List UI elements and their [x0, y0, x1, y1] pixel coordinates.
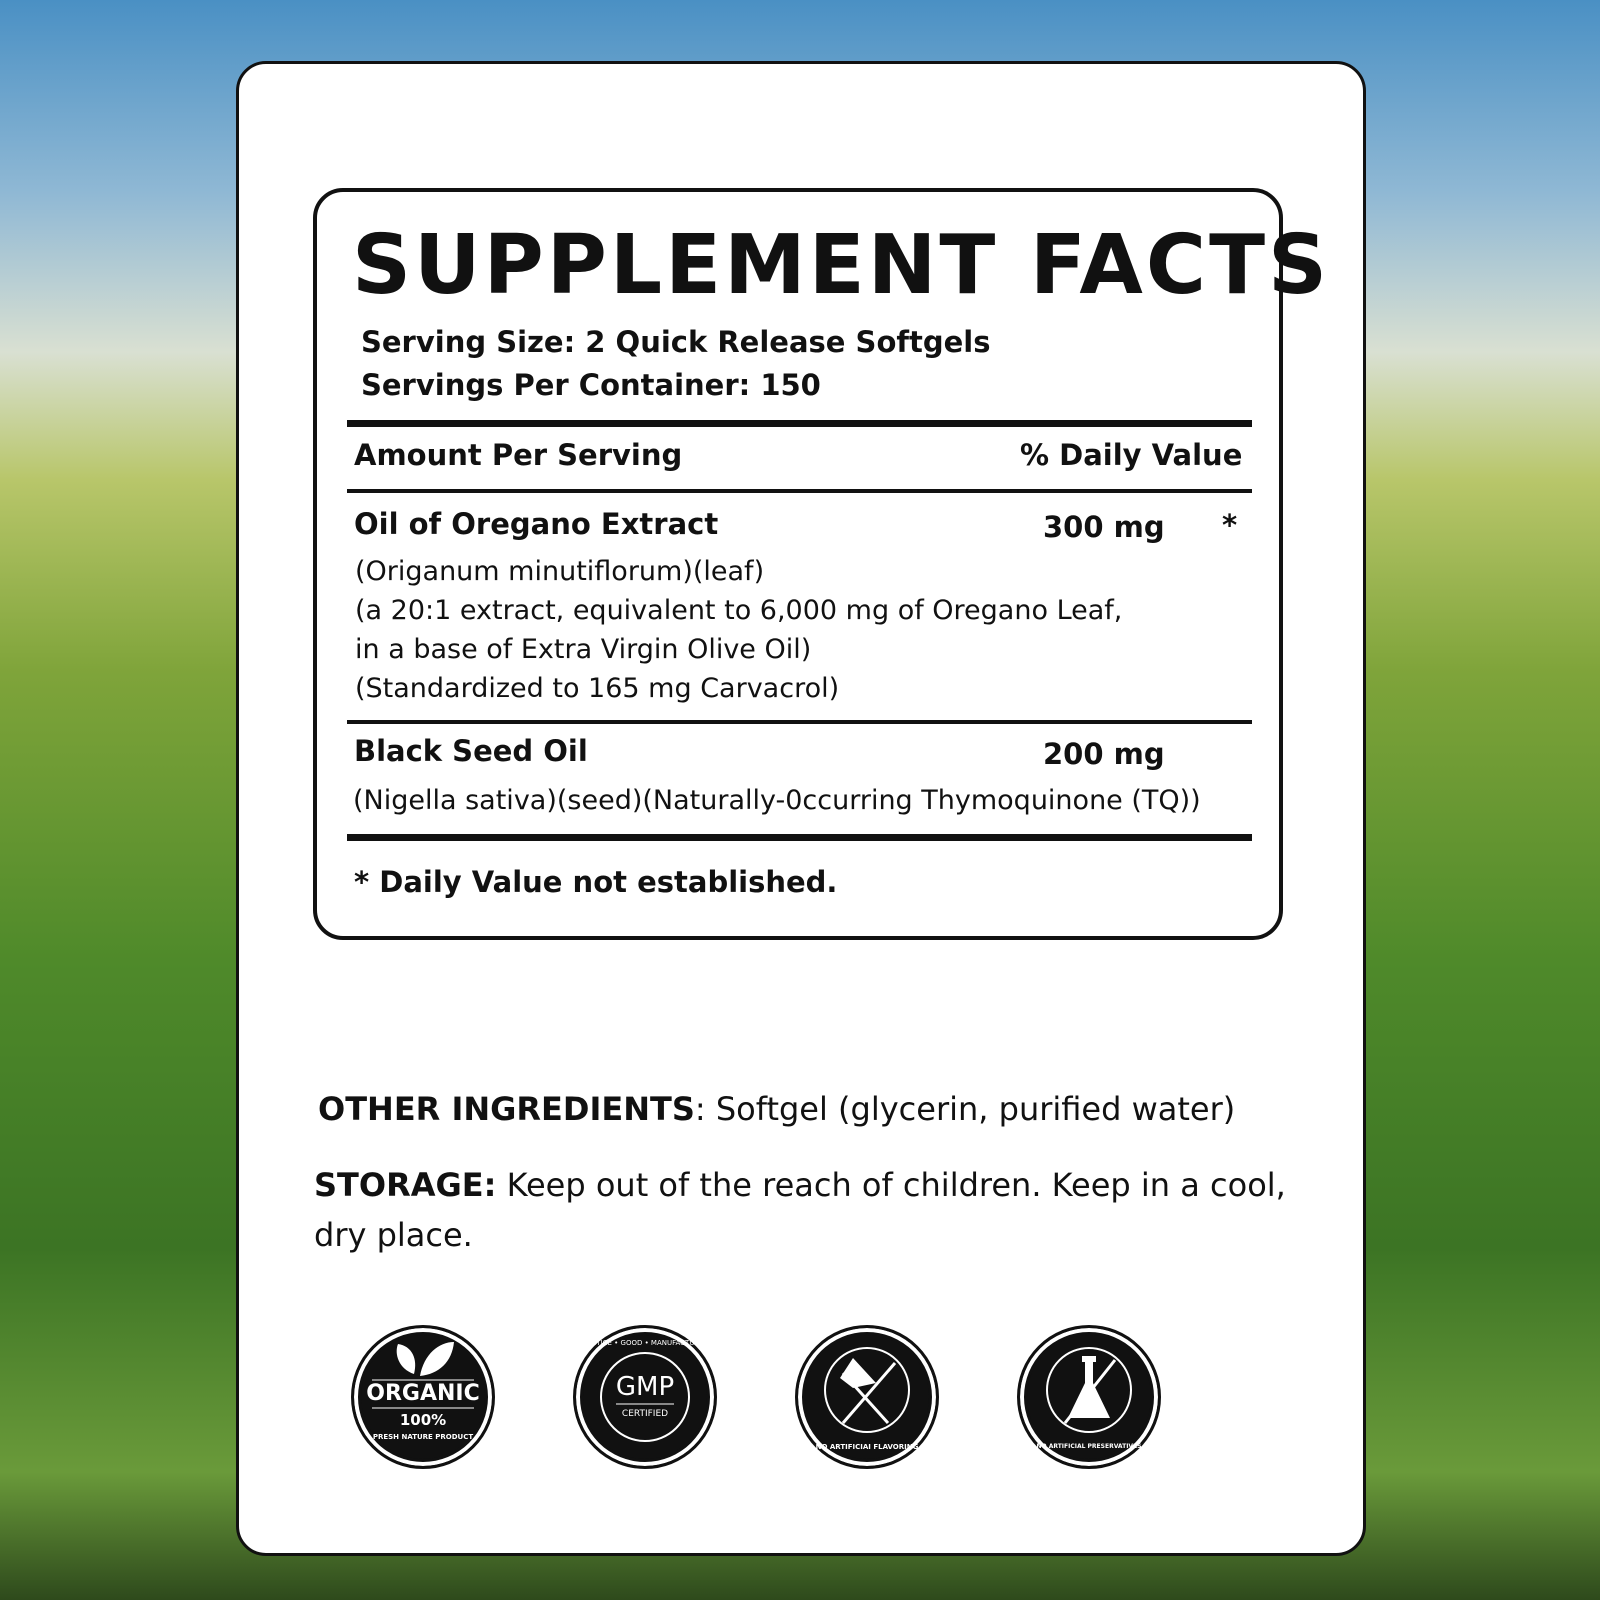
- ingredient-name: Black Seed Oil: [354, 734, 588, 768]
- footnote: * Daily Value not established.: [354, 865, 838, 899]
- ingredient-detail: (Origanum minutiflorum)(leaf): [355, 556, 765, 587]
- ingredient-detail: (Nigella sativa)(seed)(Naturally-0ccurri…: [353, 785, 1201, 816]
- ingredient-amount: 300 mg: [1043, 510, 1165, 544]
- divider-thick: [347, 834, 1252, 841]
- divider-thick: [347, 420, 1252, 427]
- badge-sub: CERTIFIED: [621, 1409, 669, 1419]
- gmp-icon: [600, 1352, 690, 1442]
- supplement-facts-panel: [313, 188, 1283, 940]
- badge-sub: 100%: [399, 1411, 447, 1429]
- divider: [347, 489, 1252, 493]
- badge-ring-text: NO ARTIFICIAL PRESERVATIVES: [1036, 1443, 1142, 1450]
- facts-title: SUPPLEMENT FACTS: [352, 218, 1331, 313]
- label-card: [236, 61, 1366, 1556]
- other-ingredients: OTHER INGREDIENTS: Softgel (glycerin, pu…: [318, 1090, 1235, 1128]
- ingredient-detail: (a 20:1 extract, equivalent to 6,000 mg …: [355, 595, 1123, 626]
- ingredient-amount: 200 mg: [1043, 737, 1165, 771]
- storage: STORAGE: Keep out of the reach of childr…: [314, 1166, 1286, 1204]
- no-flavoring-icon: [824, 1347, 910, 1433]
- ingredient-dv: *: [1222, 508, 1238, 542]
- organic-badge: ORGANIC 100% PRESH NATURE PRODUCT: [351, 1325, 495, 1469]
- dv-header: % Daily Value: [1020, 438, 1243, 472]
- badge-ring-text: NO ARTIFICIAI FLAVORING: [815, 1443, 919, 1451]
- badge-ring-text: PRESH NATURE PRODUCT: [372, 1433, 474, 1441]
- other-label: OTHER INGREDIENTS: [318, 1090, 695, 1128]
- storage-text-2: dry place.: [314, 1216, 473, 1254]
- servings-per-container: Servings Per Container: 150: [361, 368, 821, 402]
- amount-header: Amount Per Serving: [354, 438, 683, 472]
- storage-label: STORAGE:: [314, 1166, 497, 1204]
- ingredient-name: Oil of Oregano Extract: [354, 507, 719, 541]
- divider: [347, 720, 1252, 724]
- storage-text: Keep out of the reach of children. Keep …: [496, 1166, 1286, 1204]
- no-artificial-flavoring-badge: NO ARTIFICIAI FLAVORING: [795, 1325, 939, 1469]
- leaf-icon: [372, 1342, 474, 1409]
- no-preservatives-icon: [1046, 1347, 1132, 1433]
- badge-title: ORGANIC: [366, 1381, 480, 1406]
- serving-size: Serving Size: 2 Quick Release Softgels: [361, 325, 991, 359]
- gmp-badge: GMP CERTIFIED PRACTICE • GOOD • MANUFACT…: [573, 1325, 717, 1469]
- badge-ring-text: PRACTICE • GOOD • MANUFACTURING: [577, 1339, 713, 1347]
- ingredient-detail: in a base of Extra Virgin Olive Oil): [355, 634, 812, 665]
- other-text: : Softgel (glycerin, purified water): [694, 1090, 1236, 1128]
- no-artificial-preservatives-badge: NO ARTIFICIAL PRESERVATIVES: [1017, 1325, 1161, 1469]
- ingredient-detail: (Standardized to 165 mg Carvacrol): [355, 673, 840, 704]
- badge-title: GMP: [615, 1372, 675, 1402]
